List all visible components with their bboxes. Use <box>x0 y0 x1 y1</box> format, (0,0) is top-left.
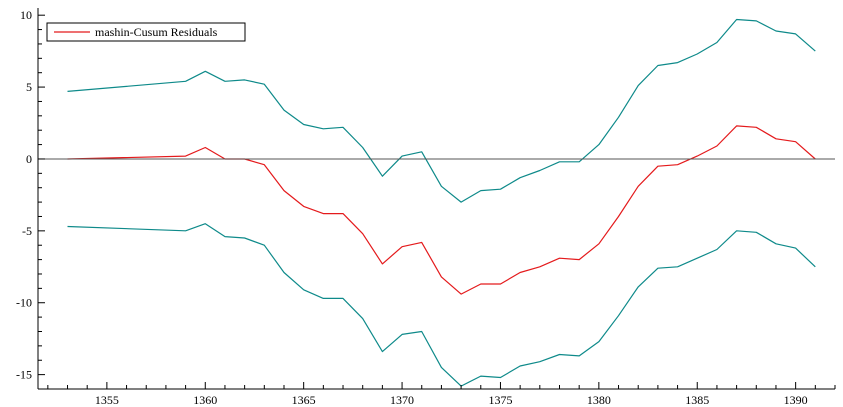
series-layer <box>67 18 816 387</box>
y-tick-label: 5 <box>26 80 32 94</box>
lower-bound-line <box>67 223 816 387</box>
y-tick-label: 0 <box>26 152 32 166</box>
x-tick-label: 1380 <box>587 393 611 407</box>
y-tick-label: -10 <box>16 296 32 310</box>
x-tick-label: 1365 <box>292 393 316 407</box>
x-tick-label: 1375 <box>488 393 512 407</box>
x-tick-label: 1385 <box>685 393 709 407</box>
y-tick-label: 10 <box>20 8 32 22</box>
y-tick-label: -5 <box>22 224 32 238</box>
y-tick-label: -15 <box>16 368 32 382</box>
x-tick-label: 1360 <box>193 393 217 407</box>
upper-bound-line <box>67 18 816 203</box>
residual-line <box>67 125 816 295</box>
x-tick-label: 1355 <box>95 393 119 407</box>
legend-label: mashin-Cusum Residuals <box>95 25 218 39</box>
axes-layer: 1355 1360 1365 1370 1375 1380 1385 1390 -15 -10 -5… <box>16 8 836 407</box>
x-tick-label: 1370 <box>390 393 414 407</box>
legend: mashin-Cusum Residuals <box>46 22 246 42</box>
x-tick-label: 1390 <box>784 393 808 407</box>
legend-box <box>46 22 246 42</box>
